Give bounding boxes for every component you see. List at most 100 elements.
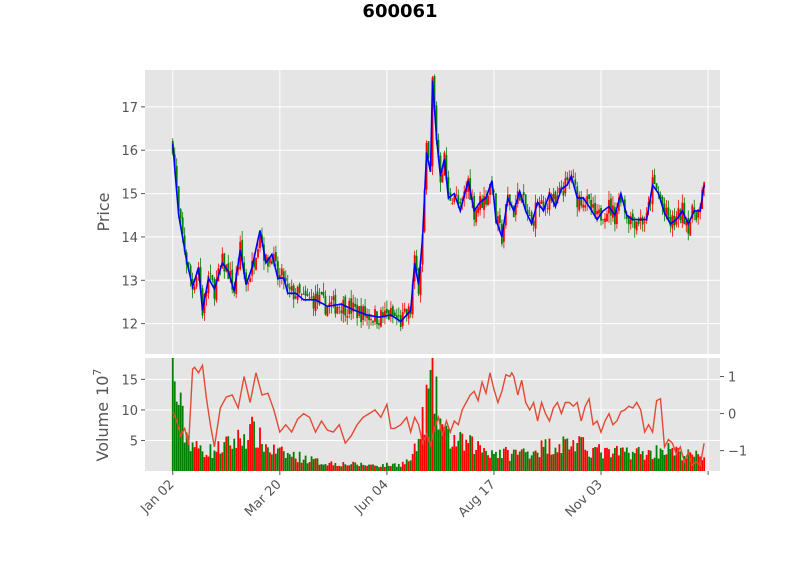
volume-bar: [449, 448, 452, 471]
volume-bar: [354, 462, 357, 471]
candle-body: [534, 202, 537, 229]
candle-body: [280, 268, 283, 276]
volume-bar: [497, 457, 499, 471]
volume-bar: [701, 460, 704, 471]
candle-body: [411, 284, 414, 315]
candle-body: [542, 201, 545, 209]
volume-bar: [633, 453, 636, 471]
candle-body: [346, 316, 349, 318]
volume-bar: [564, 439, 567, 471]
candle-body: [532, 220, 535, 226]
x-axis-ticks: Jan 02 Mar 20 Jun 04 Aug 17 Nov 03: [137, 471, 709, 520]
volume-bar: [175, 401, 178, 471]
volume-bar: [493, 453, 495, 471]
volume-bar: [352, 461, 355, 471]
volume-bar: [645, 454, 648, 471]
volume-bar: [322, 464, 325, 471]
volume-bar: [346, 465, 349, 471]
volume-bar: [243, 434, 246, 471]
candle-body: [364, 306, 366, 317]
candle-body: [253, 259, 255, 268]
candle-body: [615, 210, 618, 224]
candle-body: [385, 308, 388, 314]
volume-bar: [366, 465, 368, 471]
candle-body: [181, 217, 184, 235]
volume-bar: [225, 436, 228, 471]
volume-bar: [550, 454, 553, 471]
candle-body: [374, 309, 376, 322]
volume-bar: [677, 448, 680, 471]
volume-bar: [197, 448, 200, 471]
volume-bar: [621, 447, 624, 471]
volume-bar: [431, 358, 434, 471]
candle-body: [524, 194, 527, 210]
candle-body: [378, 323, 380, 326]
candle-body: [397, 315, 400, 317]
candle-body: [457, 195, 460, 205]
candle-body: [338, 307, 341, 309]
volume-bar: [278, 447, 281, 471]
volume-bar: [209, 444, 212, 471]
candle-body: [290, 286, 293, 291]
candle-body: [342, 299, 345, 315]
price-y-tick-label: 12: [121, 318, 138, 333]
volume-bar: [328, 462, 331, 471]
volume-bar: [481, 452, 483, 471]
candle-body: [306, 294, 309, 296]
candle-body: [483, 196, 485, 210]
volume-bar: [362, 464, 364, 471]
volume-bar: [183, 442, 186, 471]
candle-body: [272, 253, 275, 263]
chart-title: 600061: [362, 1, 437, 22]
volume-bar: [526, 451, 529, 471]
candle-body: [292, 285, 295, 300]
candle-body: [526, 209, 529, 215]
candle-body: [665, 207, 668, 216]
candle-body: [395, 315, 398, 319]
candle-body: [199, 266, 202, 289]
volume-bar: [241, 445, 244, 471]
candle-body: [389, 308, 392, 317]
candle-body: [681, 202, 684, 224]
volume-bar: [364, 465, 366, 471]
volume-bar: [395, 466, 398, 471]
volume-bar: [697, 454, 700, 471]
candle-body: [594, 202, 596, 216]
volume-bar: [207, 456, 210, 471]
volume-bar: [219, 453, 222, 471]
volume-bar: [397, 463, 400, 471]
candle-body: [360, 305, 363, 323]
volume-bar: [479, 445, 481, 471]
candle-body: [558, 188, 561, 194]
candle-body: [518, 194, 521, 201]
candle-body: [189, 265, 192, 278]
volume-bar: [619, 447, 622, 471]
volume-bar: [623, 451, 626, 471]
volume-bar: [532, 451, 535, 471]
volume-bar: [261, 444, 263, 471]
candle-body: [669, 217, 672, 227]
volume-bar: [548, 438, 551, 471]
volume-bar: [203, 457, 206, 471]
candle-body: [340, 310, 343, 313]
volume-bar: [302, 459, 305, 471]
candle-body: [493, 191, 495, 192]
volume-bar: [598, 444, 600, 471]
candle-body: [223, 253, 226, 272]
volume-bar: [528, 458, 531, 471]
volume-y-tick-label: 15: [121, 373, 138, 388]
candle-body: [459, 201, 462, 204]
volume-bar: [391, 463, 394, 471]
volume-bar: [181, 405, 184, 471]
volume-bar: [324, 463, 327, 471]
volume-bar: [387, 465, 390, 471]
candle-body: [530, 212, 533, 221]
candle-body: [243, 262, 246, 275]
candle-body: [477, 207, 480, 213]
candle-body: [336, 306, 339, 314]
volume-bar: [189, 451, 192, 471]
candle-body: [304, 290, 307, 296]
volume-bar: [681, 460, 684, 471]
volume-bar: [239, 438, 242, 471]
volume-secondary-line: [172, 363, 705, 467]
